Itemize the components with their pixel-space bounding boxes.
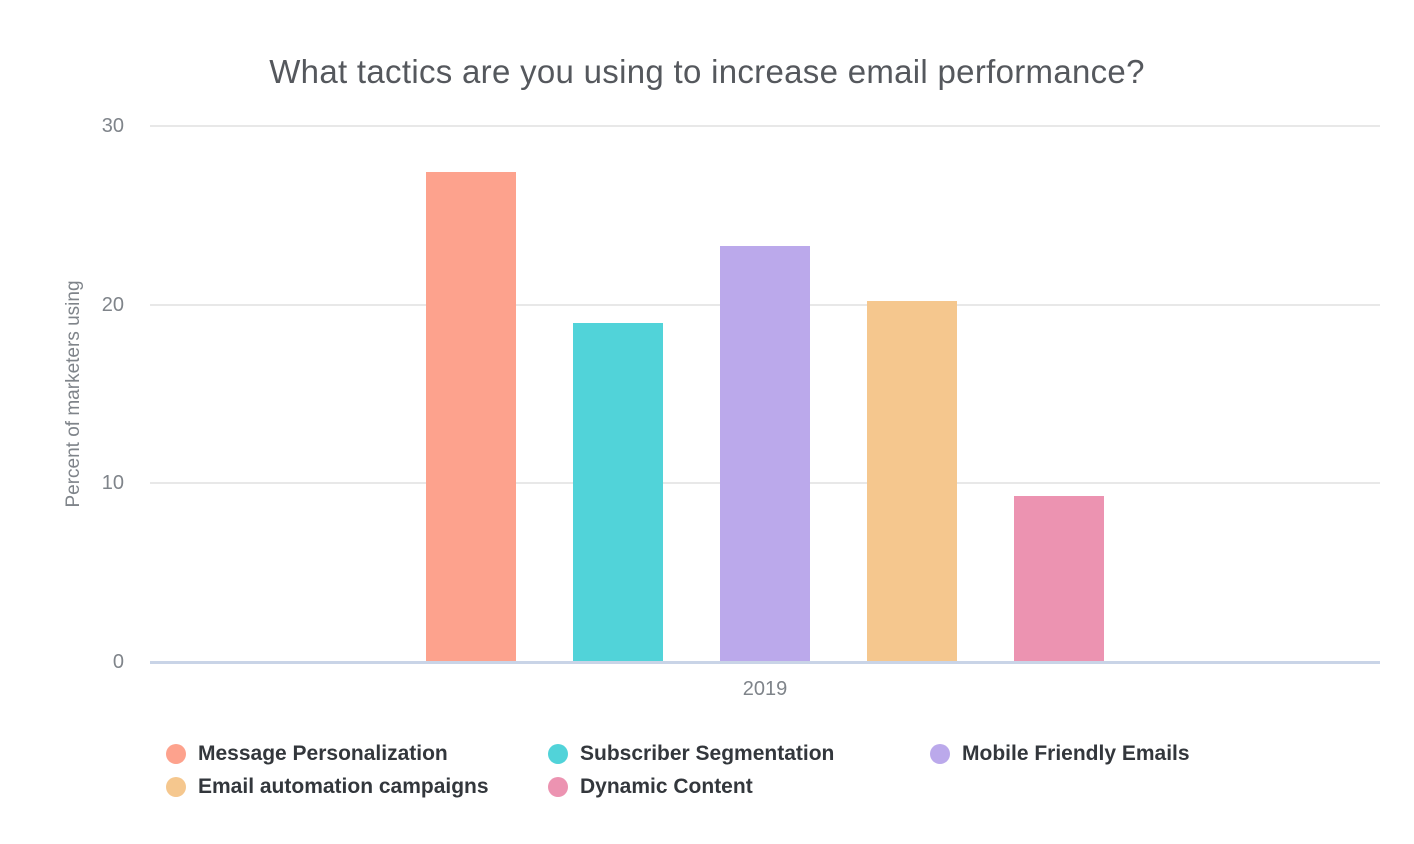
legend-color-dot-subscriber-segmentation xyxy=(548,744,568,764)
legend-item-subscriber-segmentation[interactable]: Subscriber Segmentation xyxy=(548,742,930,766)
legend-label-email-automation-campaigns: Email automation campaigns xyxy=(198,775,489,798)
legend-label-dynamic-content: Dynamic Content xyxy=(580,775,753,798)
legend-label-message-personalization: Message Personalization xyxy=(198,742,448,765)
bar-message-personalization[interactable] xyxy=(426,172,516,662)
legend-item-email-automation-campaigns[interactable]: Email automation campaigns xyxy=(166,775,548,799)
y-tick-label-10: 10 xyxy=(101,472,124,495)
legend-item-dynamic-content[interactable]: Dynamic Content xyxy=(548,775,930,799)
legend-label-mobile-friendly-emails: Mobile Friendly Emails xyxy=(962,742,1190,765)
legend-color-dot-email-automation-campaigns xyxy=(166,777,186,797)
x-axis-line xyxy=(150,661,1380,664)
x-tick-label: 2019 xyxy=(742,678,788,700)
y-tick-label-20: 20 xyxy=(101,293,124,316)
legend-color-dot-mobile-friendly-emails xyxy=(930,744,950,764)
y-tick-label-0: 0 xyxy=(112,651,124,673)
legend-item-message-personalization[interactable]: Message Personalization xyxy=(166,742,548,766)
gridline-30 xyxy=(150,125,1380,127)
bar-subscriber-segmentation[interactable] xyxy=(573,322,663,662)
bar-email-automation-campaigns[interactable] xyxy=(867,301,957,662)
legend: Message Personalization Subscriber Segmen… xyxy=(166,742,1336,799)
legend-color-dot-message-personalization xyxy=(166,744,186,764)
plot-area xyxy=(150,125,1380,664)
bar-mobile-friendly-emails[interactable] xyxy=(720,245,810,662)
y-tick-label-30: 30 xyxy=(101,115,124,137)
chart-title: What tactics are you using to increase e… xyxy=(269,53,1145,90)
bar-dynamic-content[interactable] xyxy=(1014,495,1104,662)
legend-item-mobile-friendly-emails[interactable]: Mobile Friendly Emails xyxy=(930,742,1312,766)
legend-label-subscriber-segmentation: Subscriber Segmentation xyxy=(580,742,835,765)
legend-color-dot-dynamic-content xyxy=(548,777,568,797)
